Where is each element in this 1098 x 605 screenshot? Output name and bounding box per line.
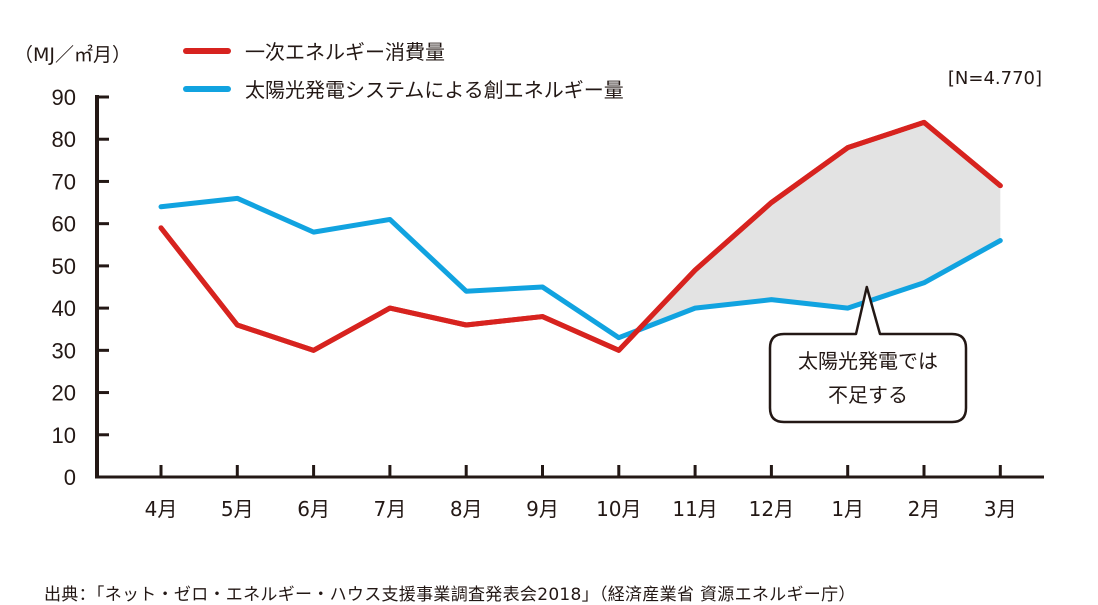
x-tick-label: 9月 (526, 497, 559, 521)
consumption-line-overlay (158, 119, 1003, 353)
annotation-bubble (768, 285, 968, 424)
legend-label-solar: 太陽光発電システムによる創エネルギー量 (245, 78, 624, 102)
y-tick-label: 20 (52, 381, 76, 406)
x-tick-label: 2月 (908, 497, 941, 521)
x-tick-label: 5月 (221, 497, 254, 521)
x-tick-label: 7月 (374, 497, 407, 521)
x-tick-label: 1月 (831, 497, 864, 521)
y-tick-label: 50 (52, 254, 76, 279)
sample-size-note: [N=4.770] (947, 68, 1042, 89)
y-tick-label: 70 (52, 169, 76, 194)
annotation-callout: 太陽光発電では 不足する (770, 334, 966, 422)
x-tick-label: 10月 (596, 497, 641, 521)
x-tick-label: 12月 (749, 497, 794, 521)
legend-label-consumption: 一次エネルギー消費量 (245, 40, 445, 64)
legend-item-consumption: 一次エネルギー消費量 (183, 36, 445, 65)
legend-item-solar: 太陽光発電システムによる創エネルギー量 (183, 74, 624, 103)
y-tick-label: 80 (52, 127, 76, 152)
x-tick-label: 6月 (297, 497, 330, 521)
legend-swatch-consumption (183, 47, 231, 54)
x-tick-label: 11月 (672, 497, 717, 521)
y-tick-label: 10 (52, 423, 76, 448)
shortfall-area (637, 122, 1001, 331)
y-axis-unit-label: （MJ／㎡月） (14, 44, 131, 66)
annotation-line-1: 太陽光発電では (798, 349, 938, 373)
annotation-line-2: 不足する (828, 383, 908, 407)
x-tick-label: 4月 (145, 497, 178, 521)
y-tick-label: 90 (52, 85, 76, 110)
y-tick-label: 40 (52, 296, 76, 321)
source-note: 出典：「ネット・ゼロ・エネルギー・ハウス支援事業調査発表会2018」（経済産業省… (44, 585, 856, 605)
legend-swatch-solar (183, 85, 231, 92)
solar-line (158, 195, 1003, 341)
y-tick-label: 30 (52, 338, 76, 363)
y-tick-label: 0 (64, 465, 76, 490)
x-tick-label: 3月 (984, 497, 1017, 521)
y-tick-label: 60 (52, 212, 76, 237)
x-tick-label: 8月 (450, 497, 483, 521)
